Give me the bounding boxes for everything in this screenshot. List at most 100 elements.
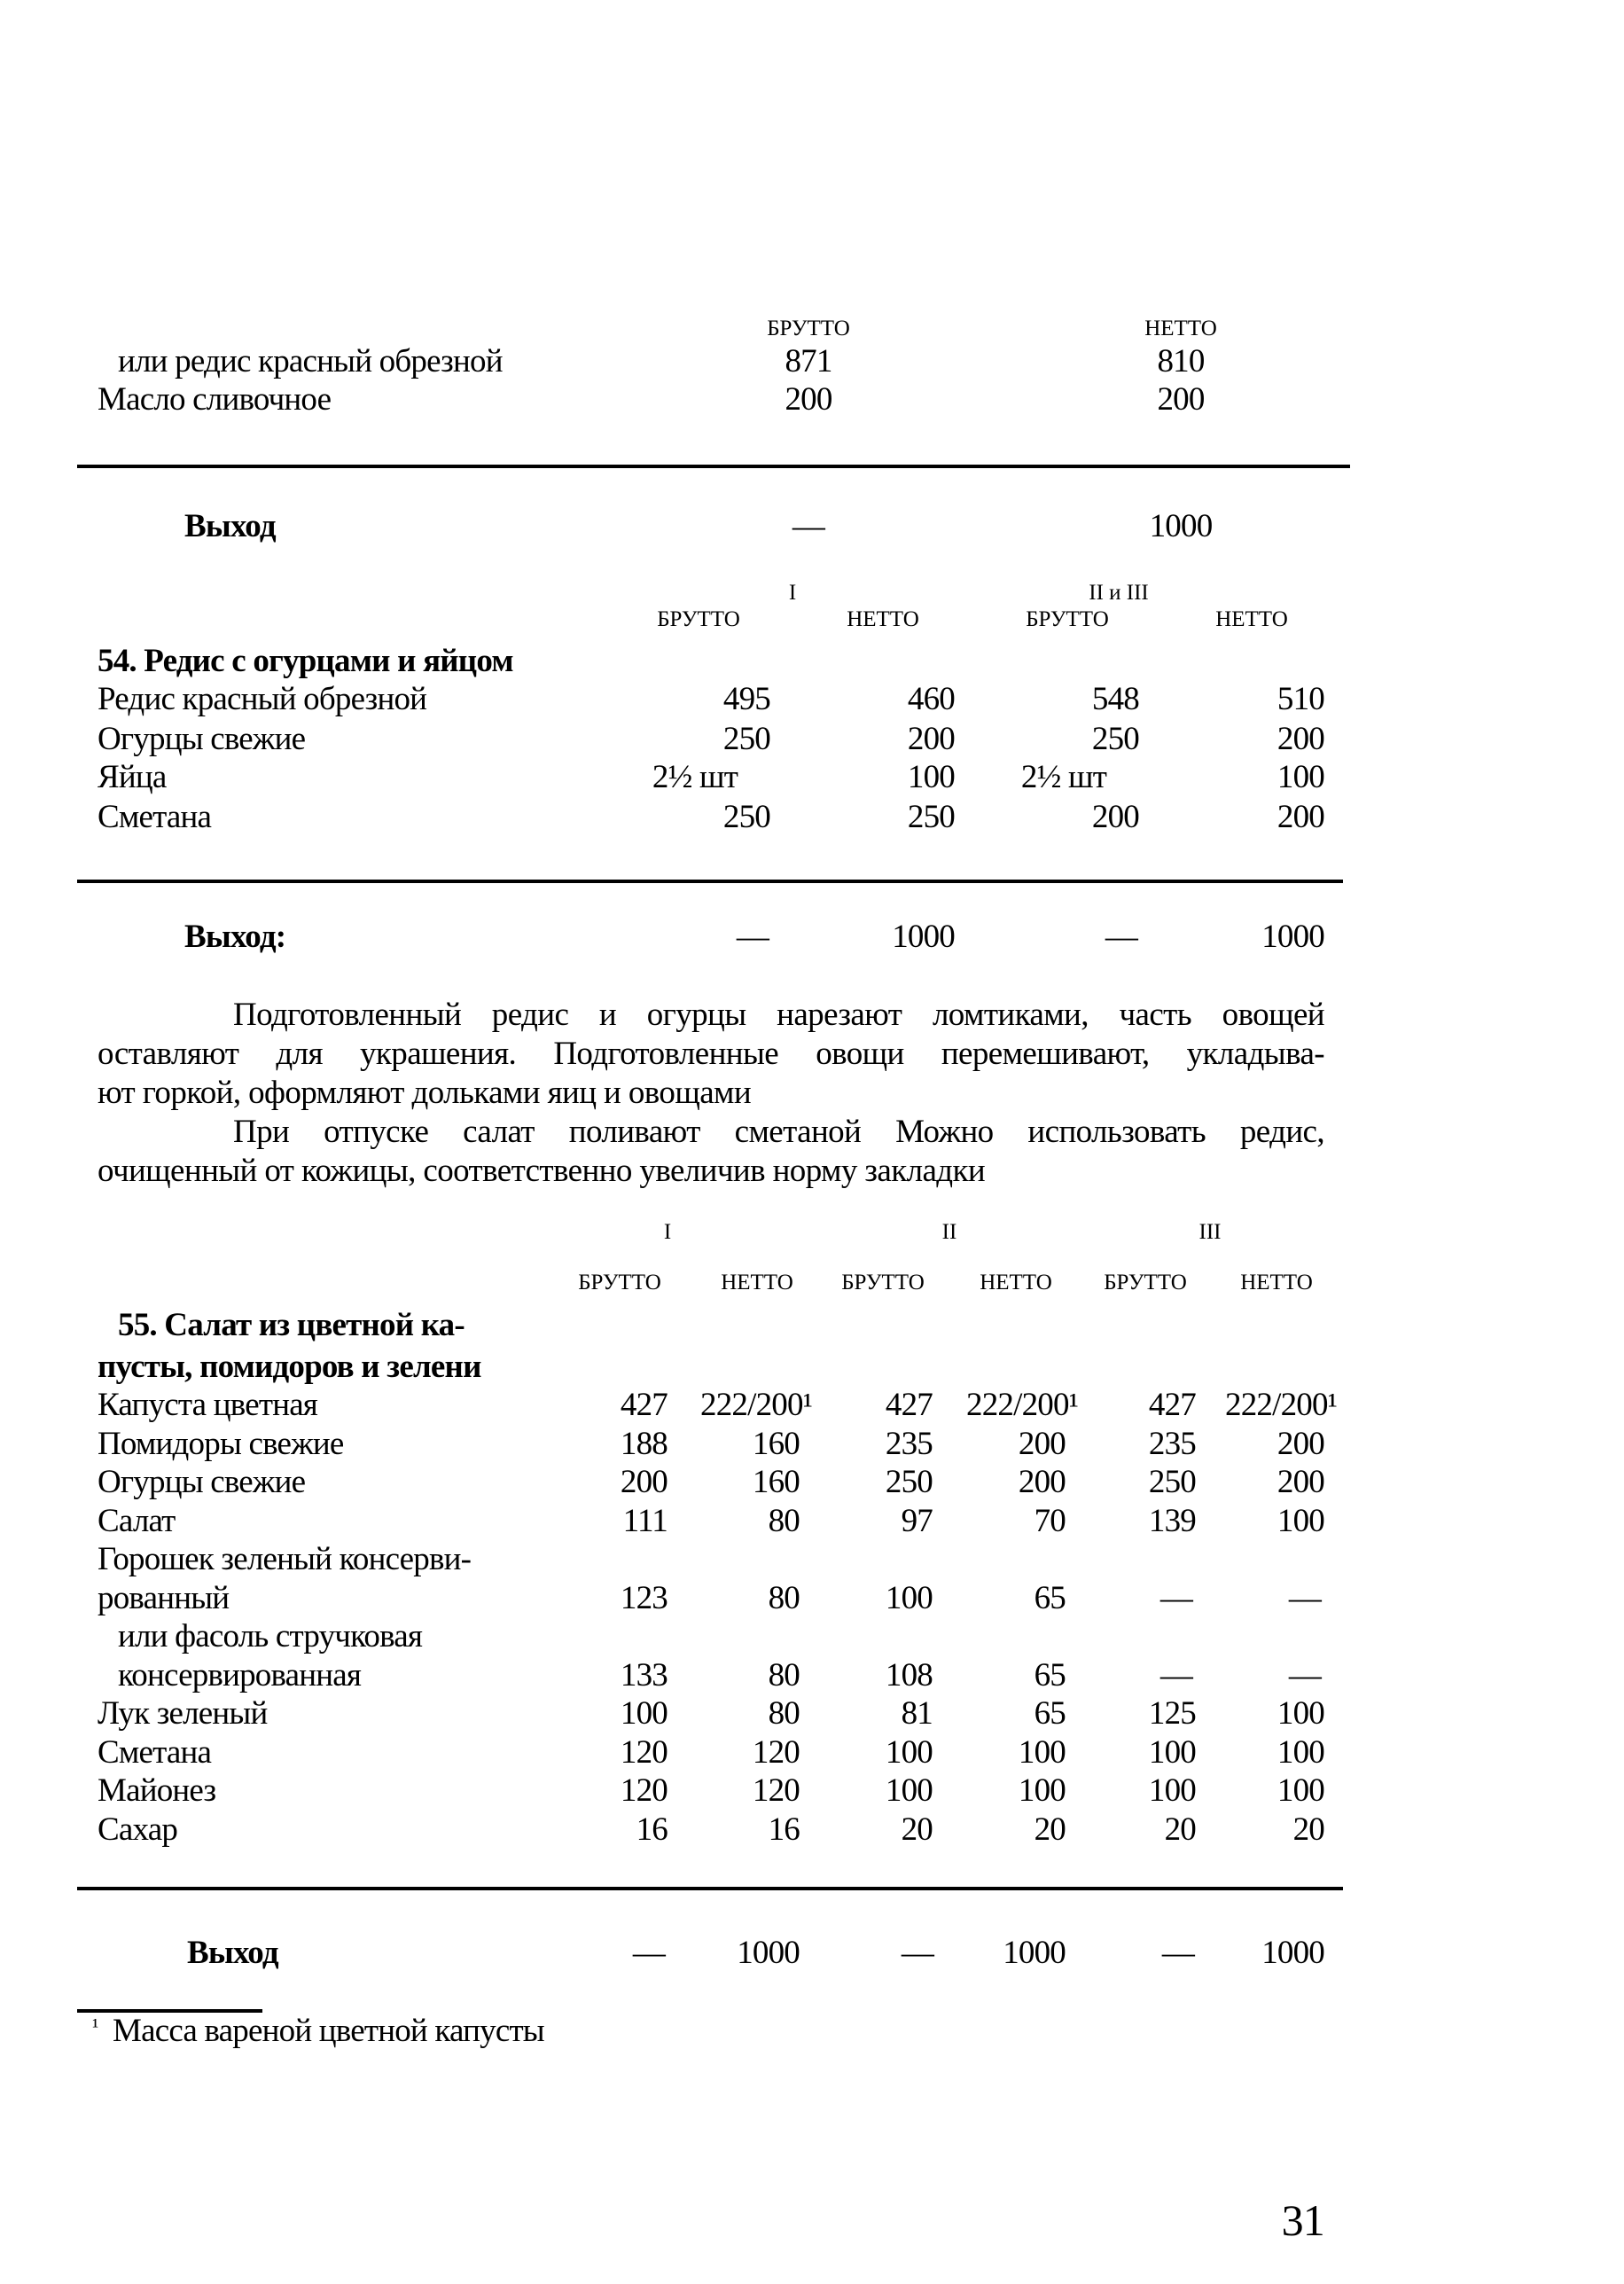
recipe-title: пусты, помидоров и зелени bbox=[98, 1349, 481, 1385]
ingredient-value: — bbox=[1159, 1656, 1193, 1693]
ingredient-value: 100 bbox=[1018, 1772, 1066, 1809]
yield-value: 1000 bbox=[1261, 919, 1325, 955]
ingredient-value: 100 bbox=[885, 1579, 933, 1616]
footnote-rule bbox=[77, 2009, 262, 2013]
ingredient-value: 100 bbox=[1018, 1733, 1066, 1771]
ingredient-value: 510 bbox=[1277, 681, 1325, 717]
yield-label: Выход bbox=[184, 508, 277, 544]
ingredient-value: — bbox=[1288, 1579, 1322, 1616]
ingredient-value: 250 bbox=[722, 721, 771, 757]
ingredient-value: 100 bbox=[1148, 1733, 1197, 1771]
ingredient-value: 427 bbox=[885, 1387, 933, 1423]
category-header: II и III bbox=[1089, 581, 1149, 605]
yield-value: 1000 bbox=[1003, 1935, 1066, 1971]
ingredient-value: 200 bbox=[1157, 381, 1205, 418]
ingredient-value: 20 bbox=[1034, 1811, 1066, 1848]
column-header: БРУТТО bbox=[1104, 1271, 1187, 1295]
ingredient-value: 200 bbox=[1091, 799, 1140, 835]
ingredient-name: рованный bbox=[98, 1579, 230, 1616]
yield-value: 1000 bbox=[1261, 1935, 1325, 1971]
ingredient-value: 100 bbox=[1277, 1502, 1325, 1539]
ingredient-value: 139 bbox=[1148, 1502, 1197, 1539]
footnote-text: Масса вареной цветной капусты bbox=[113, 2013, 545, 2049]
ingredient-value: 133 bbox=[620, 1656, 668, 1693]
ingredient-value: 460 bbox=[907, 681, 956, 717]
yield-value: — bbox=[901, 1935, 934, 1971]
ingredient-name: или редис красный обрезной bbox=[118, 343, 504, 379]
ingredient-value: 65 bbox=[1034, 1656, 1066, 1693]
ingredient-value: 871 bbox=[785, 343, 832, 379]
category-header: I bbox=[788, 581, 797, 605]
ingredient-value: — bbox=[1159, 1579, 1193, 1616]
ingredient-value: 2½ шт bbox=[1020, 759, 1107, 795]
column-header: БРУТТО bbox=[1026, 607, 1109, 631]
yield-label: Выход bbox=[187, 1935, 279, 1971]
ingredient-value: 810 bbox=[1157, 343, 1205, 379]
ingredient-value: 108 bbox=[885, 1656, 933, 1693]
ingredient-value: 200 bbox=[1277, 1425, 1325, 1462]
table-rule bbox=[77, 880, 1343, 883]
ingredient-value: 222/200¹ bbox=[1225, 1387, 1338, 1423]
ingredient-value: 65 bbox=[1034, 1695, 1066, 1732]
ingredient-value: 65 bbox=[1034, 1579, 1066, 1616]
description-paragraph: При отпуске салат поливают сметаной Можн… bbox=[98, 1113, 1325, 1191]
category-header: II bbox=[941, 1220, 957, 1244]
yield-value: 1000 bbox=[1149, 508, 1214, 544]
ingredient-name: Сметана bbox=[98, 799, 212, 835]
ingredient-value: 222/200¹ bbox=[966, 1387, 1079, 1423]
ingredient-value: 80 bbox=[768, 1502, 800, 1539]
ingredient-value: 250 bbox=[1091, 721, 1140, 757]
ingredient-value: — bbox=[1288, 1656, 1322, 1693]
column-header: НЕТТО bbox=[1215, 607, 1288, 631]
yield-value: — bbox=[632, 1935, 666, 1971]
page-number: 31 bbox=[1281, 2195, 1325, 2245]
ingredient-value: 250 bbox=[907, 799, 956, 835]
ingredient-value: 200 bbox=[620, 1464, 668, 1500]
ingredient-name: Сметана bbox=[98, 1733, 212, 1771]
description-paragraph: Подготовленный редис и огурцы нарезают л… bbox=[98, 996, 1325, 1113]
recipe-title: 54. Редис с огурцами и яйцом bbox=[98, 643, 514, 679]
ingredient-value: 100 bbox=[620, 1695, 668, 1732]
ingredient-value: 120 bbox=[752, 1733, 800, 1771]
paragraph-line: очищенный от кожицы, соответственно увел… bbox=[98, 1153, 986, 1189]
category-header: III bbox=[1198, 1220, 1222, 1244]
column-header: БРУТТО bbox=[841, 1271, 925, 1295]
ingredient-name: Майонез bbox=[98, 1772, 216, 1809]
column-header: БРУТТО bbox=[657, 607, 740, 631]
ingredient-value: 100 bbox=[885, 1772, 933, 1809]
ingredient-value: 250 bbox=[885, 1464, 933, 1500]
ingredient-value: 80 bbox=[768, 1695, 800, 1732]
yield-value: — bbox=[1105, 919, 1138, 955]
ingredient-name: Салат bbox=[98, 1502, 176, 1539]
ingredient-name: консервированная bbox=[118, 1656, 362, 1693]
paragraph-line: оставляют для украшения. Подготовленные … bbox=[98, 1036, 1325, 1072]
ingredient-value: 2½ шт bbox=[652, 759, 738, 795]
ingredient-value: 100 bbox=[1277, 1733, 1325, 1771]
recipe-title: 55. Салат из цветной ка- bbox=[118, 1307, 465, 1343]
ingredient-value: 200 bbox=[785, 381, 832, 418]
ingredient-value: 20 bbox=[1164, 1811, 1197, 1848]
yield-value: — bbox=[736, 919, 769, 955]
ingredient-name: Огурцы свежие bbox=[98, 721, 306, 757]
ingredient-name: или фасоль стручковая bbox=[118, 1618, 423, 1654]
ingredient-value: 120 bbox=[620, 1772, 668, 1809]
ingredient-value: 235 bbox=[1148, 1425, 1197, 1462]
paragraph-line: При отпуске салат поливают сметаной Можн… bbox=[233, 1114, 1325, 1150]
ingredient-value: 120 bbox=[752, 1772, 800, 1809]
ingredient-value: 200 bbox=[1018, 1464, 1066, 1500]
ingredient-value: 100 bbox=[885, 1733, 933, 1771]
ingredient-value: 20 bbox=[901, 1811, 933, 1848]
ingredient-value: 100 bbox=[1148, 1772, 1197, 1809]
column-header: БРУТТО bbox=[578, 1271, 661, 1295]
ingredient-value: 200 bbox=[907, 721, 956, 757]
ingredient-value: 111 bbox=[622, 1502, 668, 1539]
yield-label: Выход: bbox=[184, 919, 286, 955]
category-header: I bbox=[663, 1220, 672, 1244]
table-rule bbox=[77, 1887, 1343, 1890]
ingredient-value: 427 bbox=[1148, 1387, 1197, 1423]
ingredient-value: 427 bbox=[620, 1387, 668, 1423]
yield-value: — bbox=[792, 508, 825, 544]
ingredient-value: 97 bbox=[901, 1502, 933, 1539]
ingredient-value: 100 bbox=[1277, 1772, 1325, 1809]
